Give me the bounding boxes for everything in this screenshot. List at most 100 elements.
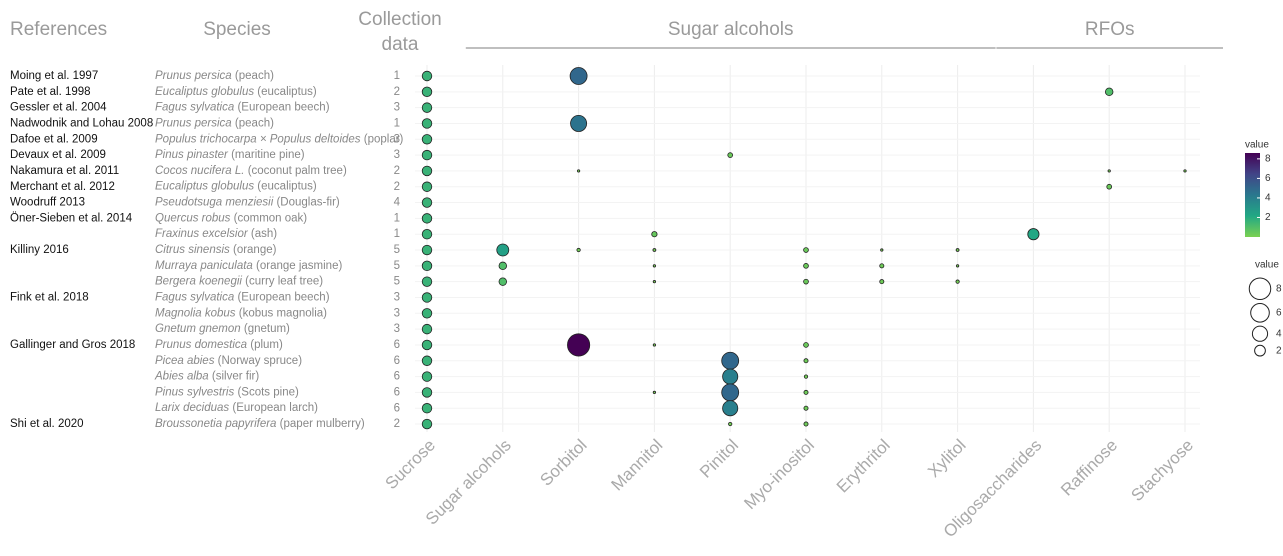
species-latin: Fraxinus excelsior	[155, 228, 249, 240]
species-latin: Bergera koenegii	[155, 276, 242, 288]
species: Pseudotsuga menziesii (Douglas-fir)	[155, 197, 340, 209]
species-common: (paper mulberry)	[280, 418, 365, 430]
collection-code: 1	[394, 228, 400, 240]
bubble	[652, 248, 657, 252]
bubble	[652, 280, 657, 284]
species: Gnetum gnemon (gnetum)	[155, 323, 290, 335]
bubble	[803, 263, 809, 269]
species-latin: Gnetum gnemon	[155, 323, 241, 335]
reference: Moing et al. 1997	[10, 70, 98, 82]
species-latin: Fagus sylvatica	[155, 102, 234, 114]
bubble	[498, 277, 507, 286]
collection-code: 3	[394, 133, 400, 145]
collection-code: 6	[394, 339, 400, 351]
bubble	[576, 169, 581, 173]
collection-code: 6	[394, 402, 400, 414]
collection-code: 6	[394, 371, 400, 383]
bubble	[803, 389, 809, 395]
bubble	[879, 279, 885, 285]
bubble	[496, 243, 510, 257]
collection-code: 2	[394, 165, 400, 177]
species-common: (ash)	[251, 228, 277, 240]
species-latin: Fagus sylvatica	[155, 292, 234, 304]
species-header: Species	[203, 19, 271, 40]
bubble	[955, 248, 960, 252]
bubble	[421, 403, 433, 414]
collection-code: 6	[394, 355, 400, 367]
bubble	[721, 383, 740, 402]
species-common: (European beech)	[237, 102, 329, 114]
species-common: (European larch)	[232, 402, 318, 414]
bubble	[421, 134, 433, 145]
size-legend-title: value	[1255, 260, 1279, 271]
reference: Gallinger and Gros 2018	[10, 339, 135, 351]
bubble	[955, 264, 960, 268]
bubble	[421, 86, 433, 98]
size-legend-circle	[1254, 344, 1266, 357]
species-common: (Norway spruce)	[218, 355, 303, 367]
bubble	[1107, 169, 1111, 173]
bubble	[421, 292, 433, 303]
bubble	[652, 264, 657, 268]
color-bar	[1245, 153, 1260, 237]
size-legend-circle	[1251, 325, 1269, 342]
collection-code: 5	[394, 244, 400, 256]
species: Broussonetia papyrifera (paper mulberry)	[155, 418, 365, 430]
color-tick-label: 4	[1265, 193, 1271, 204]
species-common: (curry leaf tree)	[245, 276, 323, 288]
bubble	[421, 102, 433, 113]
collection-code: 2	[394, 86, 400, 98]
reference: Woodruff 2013	[10, 197, 85, 209]
species-latin: Prunus persica	[155, 117, 232, 129]
bubble	[421, 308, 433, 319]
x-tick-label: Myo-inositol	[740, 436, 818, 514]
bubble	[421, 418, 433, 430]
species-latin: Citrus sinensis	[155, 244, 230, 256]
species-common: (kobus magnolia)	[239, 307, 327, 319]
species: Pinus sylvestris (Scots pine)	[155, 386, 299, 398]
species-latin: Abies alba	[154, 371, 209, 383]
bubble	[421, 339, 433, 351]
species: Pinus pinaster (maritine pine)	[155, 149, 305, 161]
bubble	[652, 390, 657, 395]
collection-code: 3	[394, 307, 400, 319]
x-tick-label: Mannitol	[608, 436, 667, 495]
species-common: (eucaliptus)	[257, 86, 317, 98]
species-common: (peach)	[235, 70, 274, 82]
species: Magnolia kobus (kobus magnolia)	[155, 307, 327, 319]
species: Fagus sylvatica (European beech)	[155, 292, 330, 304]
color-legend-title: value	[1245, 140, 1269, 151]
species: Larix deciduas (European larch)	[155, 402, 318, 414]
bubble	[498, 261, 507, 271]
bubble	[421, 213, 433, 224]
collection-code: 3	[394, 292, 400, 304]
species-latin: Pinus pinaster	[155, 149, 229, 161]
bubble	[803, 405, 809, 411]
bubble	[721, 351, 740, 370]
species: Populus trichocarpa × Populus deltoides …	[155, 133, 404, 145]
bubble	[421, 276, 433, 287]
collection-code: 2	[394, 418, 400, 430]
species-common: (European beech)	[237, 292, 329, 304]
reference: Pate et al. 1998	[10, 86, 91, 98]
bubble	[421, 228, 433, 240]
reference: Shi et al. 2020	[10, 418, 84, 430]
bubble	[803, 247, 809, 253]
species-latin: Eucaliptus globulus	[155, 181, 254, 193]
bubble	[879, 263, 885, 269]
reference: Merchant et al. 2012	[10, 181, 115, 193]
group-label: Sugar alcohols	[668, 19, 794, 40]
size-legend-circle	[1248, 277, 1272, 300]
reference: Devaux et al. 2009	[10, 149, 106, 161]
species: Prunus persica (peach)	[155, 117, 274, 129]
species-common: (Douglas-fir)	[276, 197, 339, 209]
species: Fagus sylvatica (European beech)	[155, 102, 330, 114]
bubble	[1183, 169, 1187, 173]
species: Murraya paniculata (orange jasmine)	[155, 260, 342, 272]
collection-header-box: Collection data	[358, 9, 441, 55]
species: Eucaliptus globulus (eucaliptus)	[155, 86, 317, 98]
bubble	[803, 278, 809, 285]
collection-code: 1	[394, 70, 400, 82]
bubble	[1104, 87, 1114, 97]
bubble	[803, 421, 809, 427]
